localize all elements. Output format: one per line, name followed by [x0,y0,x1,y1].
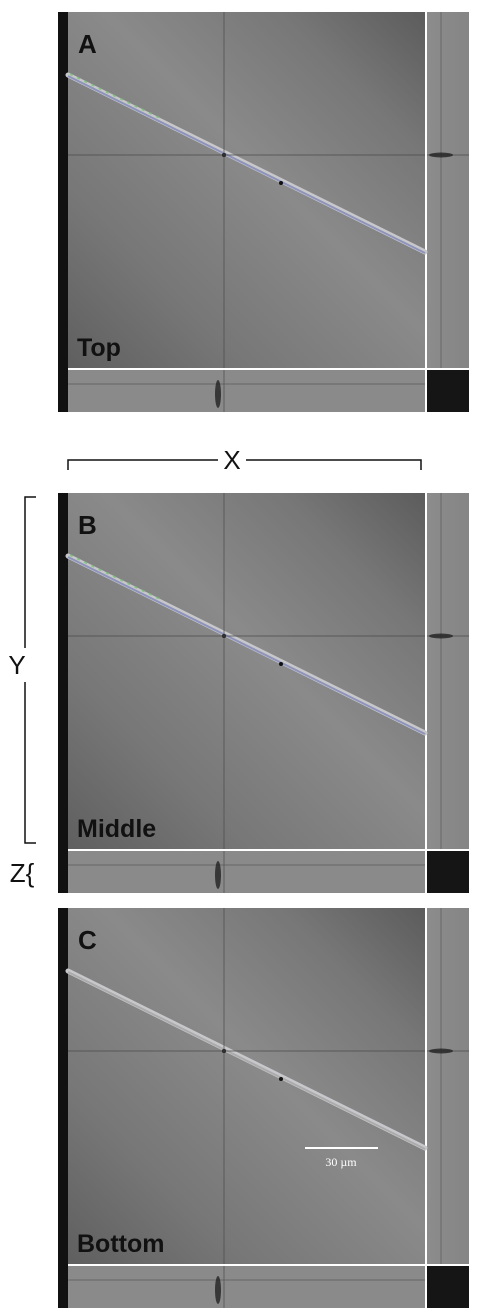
x-label: X [223,445,240,475]
panel-label: Top [77,334,121,362]
panel: B Middle [58,493,469,893]
xz-image [68,1266,425,1308]
panel-label: Bottom [77,1230,164,1258]
corner [427,1266,469,1308]
y-label: Y [8,650,25,680]
xy-image [68,12,425,368]
dot [279,662,283,666]
figure: X Y Z{ A Top B Middle C Bottom 30 µm [0,0,477,1309]
panel: C Bottom [58,908,469,1308]
xz-image [68,851,425,893]
section-signal [215,380,221,408]
section-signal [215,1276,221,1304]
panel-letter: B [78,510,97,540]
xy-image [68,493,425,849]
corner [427,851,469,893]
section-signal [215,861,221,889]
y-bracket: Y [8,497,36,843]
yz-image [427,12,469,368]
panel-letter: A [78,29,97,59]
corner [427,370,469,412]
dot [279,1077,283,1081]
scale-label: 30 µm [325,1155,357,1169]
yz-image [427,908,469,1264]
xz-image [68,370,425,412]
dot [279,181,283,185]
panel-edge [58,493,68,893]
panel: A Top [58,12,469,412]
panels: A Top B Middle C Bottom [58,12,469,1308]
section-signal [429,634,453,639]
panel-edge [58,12,68,412]
x-bracket: X [68,445,421,475]
xy-image [68,908,425,1264]
panel-label: Middle [77,815,156,843]
section-signal [429,153,453,158]
panel-edge [58,908,68,1308]
panel-letter: C [78,925,97,955]
z-label: Z{ [10,858,35,888]
section-signal [429,1049,453,1054]
yz-image [427,493,469,849]
